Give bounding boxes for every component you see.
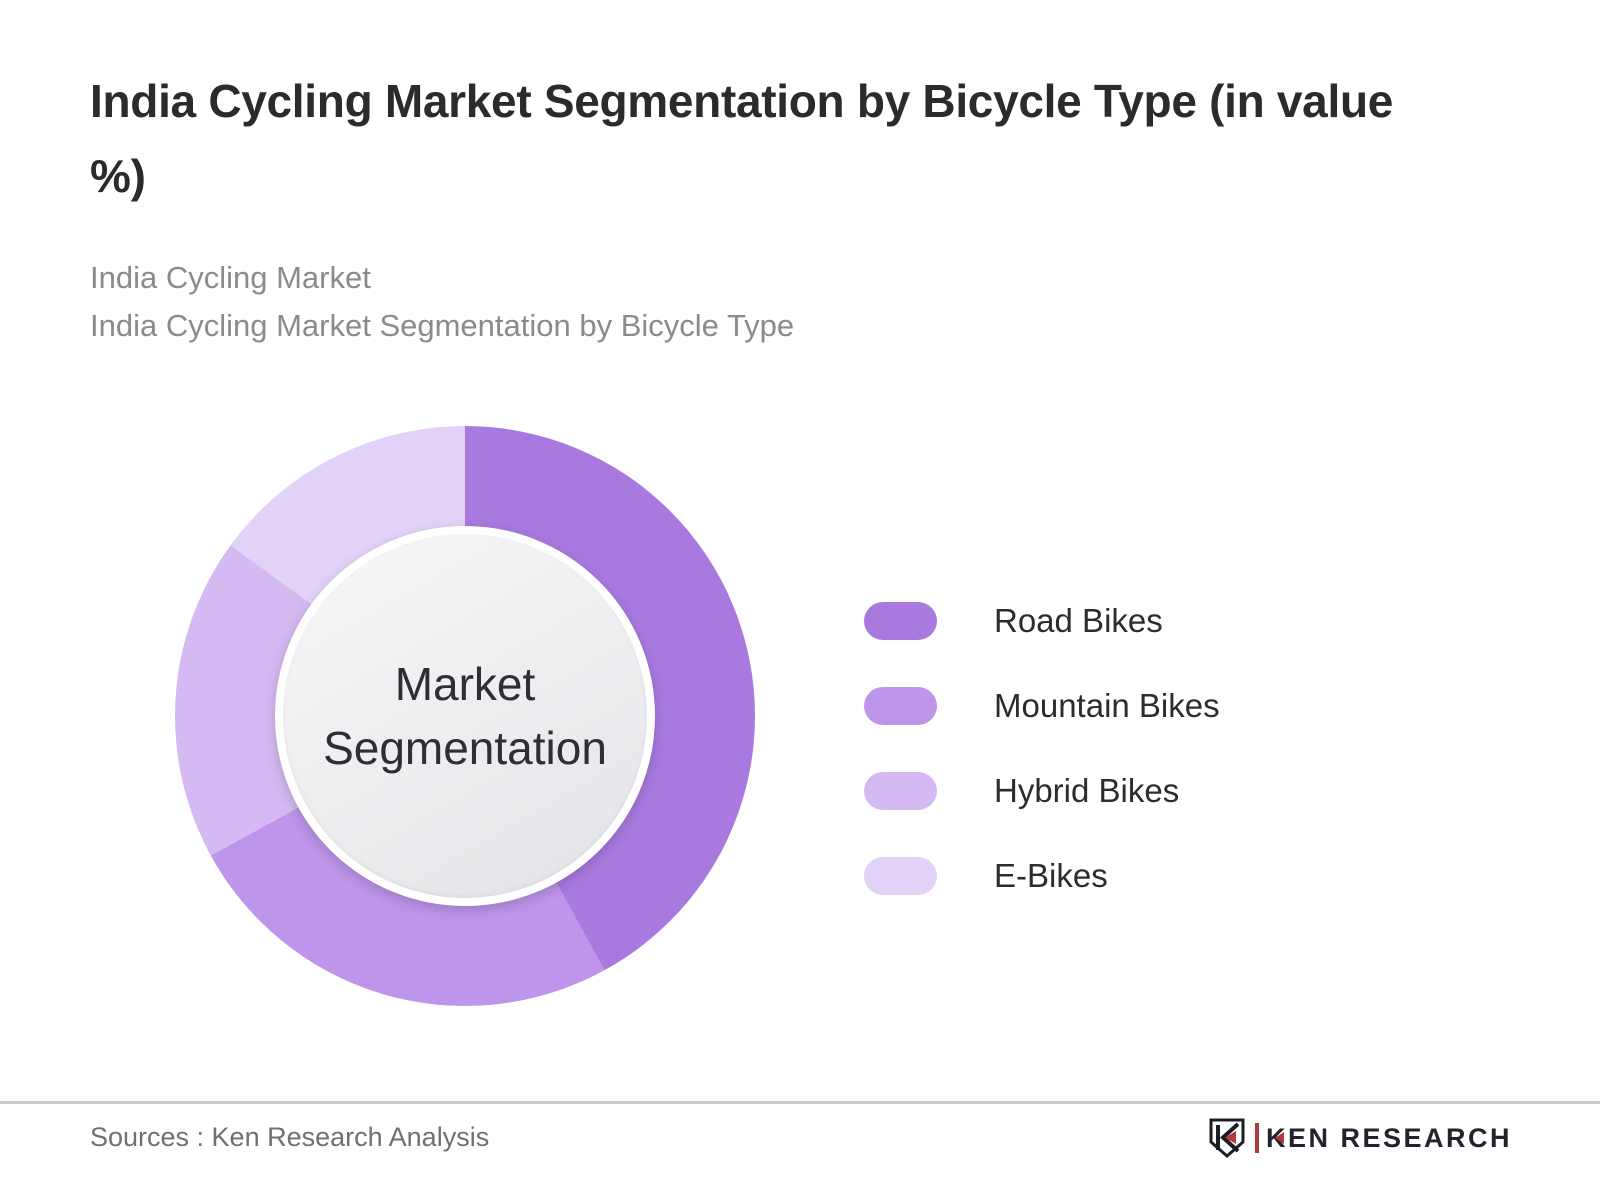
logo-text-wrap: KEN RESEARCH	[1266, 1123, 1512, 1154]
legend-label: Hybrid Bikes	[994, 772, 1180, 809]
footer-divider	[0, 1101, 1600, 1104]
legend-label: E-Bikes	[994, 857, 1108, 894]
logo-k-triangle-icon	[1274, 1131, 1284, 1144]
ken-research-shield-icon	[1209, 1118, 1245, 1158]
legend-item-e-bikes: E-Bikes	[864, 857, 1220, 895]
page-title: India Cycling Market Segmentation by Bic…	[90, 75, 1394, 202]
legend-item-hybrid-bikes: Hybrid Bikes	[864, 772, 1220, 810]
footer-source-text: Sources : Ken Research Analysis	[90, 1122, 490, 1152]
legend-item-mountain-bikes: Mountain Bikes	[864, 687, 1220, 725]
legend-swatch	[864, 602, 937, 640]
donut-hole: Market Segmentation	[275, 526, 655, 906]
donut-chart: Market Segmentation	[175, 426, 755, 1006]
ken-research-logo: KEN RESEARCH	[1208, 1118, 1512, 1158]
logo-divider-bar	[1254, 1123, 1259, 1153]
donut-center-label: Market Segmentation	[323, 658, 607, 774]
legend-swatch	[864, 857, 937, 895]
legend-label: Road Bikes	[994, 602, 1163, 639]
chart-legend: Road Bikes Mountain Bikes Hybrid Bikes E…	[864, 602, 1220, 942]
chart-subtitle: India Cycling Market India Cycling Marke…	[90, 254, 794, 350]
subtitle-line-1: India Cycling Market	[90, 260, 371, 295]
legend-swatch	[864, 687, 937, 725]
legend-swatch	[864, 772, 937, 810]
subtitle-line-2: India Cycling Market Segmentation by Bic…	[90, 308, 795, 343]
legend-label: Mountain Bikes	[994, 687, 1220, 724]
logo-text: KEN RESEARCH	[1265, 1122, 1512, 1153]
legend-item-road-bikes: Road Bikes	[864, 602, 1220, 640]
